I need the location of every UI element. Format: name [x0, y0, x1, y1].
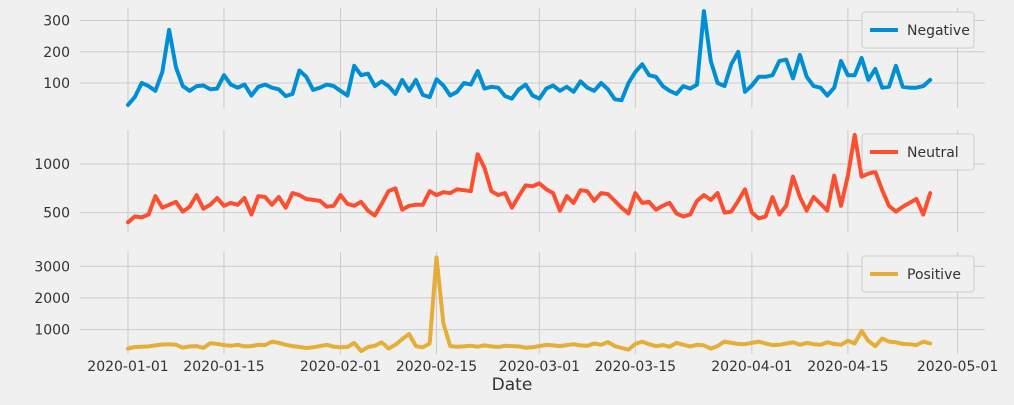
subplot-neutral: 500 1000 Neutral: [34, 130, 985, 232]
x-tick-label: 2020-03-15: [595, 359, 676, 375]
plot-area: [80, 8, 985, 108]
x-axis-label: Date: [492, 375, 533, 395]
legend-box: [861, 255, 975, 293]
legend-label: Neutral: [907, 145, 959, 161]
legend-label: Negative: [907, 23, 970, 39]
plot-area: [80, 252, 985, 354]
legend-label: Positive: [907, 267, 961, 283]
legend-negative: Negative: [861, 11, 975, 49]
y-tick-label: 3000: [34, 259, 70, 275]
y-tick-label: 1000: [34, 157, 70, 173]
legend-positive: Positive: [861, 255, 975, 293]
y-tick-label: 2000: [34, 291, 70, 307]
x-tick-label: 2020-01-01: [87, 359, 168, 375]
y-tick-label: 300: [43, 14, 70, 30]
x-tick-label: 2020-05-01: [917, 359, 998, 375]
subplot-positive: 1000 2000 3000 Positive: [34, 252, 985, 354]
series-line-negative: [126, 9, 933, 107]
plot-area: [80, 130, 985, 232]
subplot-negative: 100 200 300 Negative: [43, 8, 985, 108]
y-tick-label: 200: [43, 45, 70, 61]
x-tick-label: 2020-03-01: [499, 359, 580, 375]
series-line-positive: [126, 255, 933, 354]
x-tick-label: 2020-01-15: [183, 359, 264, 375]
y-tick-label: 500: [43, 206, 70, 222]
x-tick-label: 2020-04-15: [807, 359, 888, 375]
y-tick-label: 1000: [34, 323, 70, 339]
y-tick-label: 100: [43, 76, 70, 92]
subplots: 100 200 300 Negative 500 1000 Neutral 1000 2000 3…: [34, 8, 985, 354]
x-tick-label: 2020-04-01: [711, 359, 792, 375]
legend-box: [861, 133, 975, 171]
legend-box: [861, 11, 975, 49]
legend-neutral: Neutral: [861, 133, 975, 171]
x-tick-label: 2020-02-15: [396, 359, 477, 375]
series-line-neutral: [126, 132, 933, 225]
x-axis: 2020-01-01 2020-01-15 2020-02-01 2020-02-15…: [87, 359, 998, 375]
x-tick-label: 2020-02-01: [300, 359, 381, 375]
